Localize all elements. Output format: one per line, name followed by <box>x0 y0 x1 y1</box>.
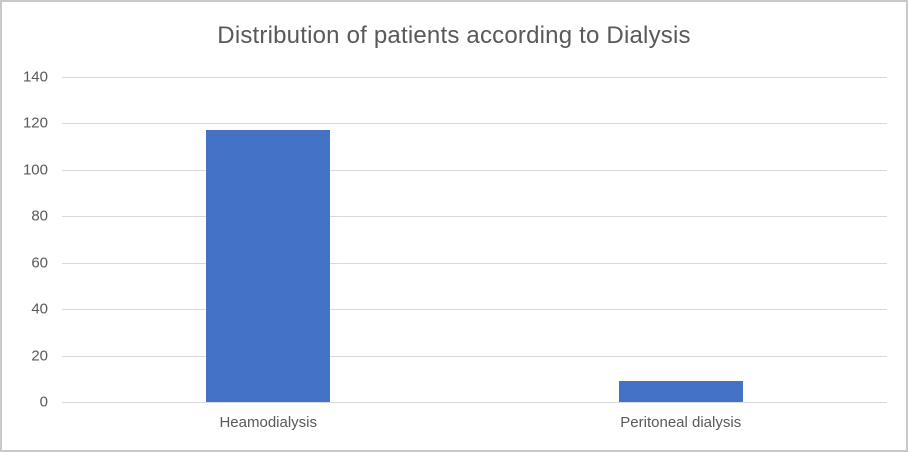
y-axis-tick-label: 140 <box>22 68 48 86</box>
x-axis: Heamodialysis Peritoneal dialysis <box>62 414 887 438</box>
gridline <box>62 216 887 218</box>
y-axis-tick-label: 40 <box>31 300 48 318</box>
y-axis-tick-label: 60 <box>31 254 48 272</box>
gridline <box>62 309 887 311</box>
gridline <box>62 169 887 171</box>
y-axis-tick-label: 80 <box>31 207 48 225</box>
y-axis-tick-label: 20 <box>31 347 48 365</box>
y-axis-tick-label: 0 <box>39 393 48 411</box>
y-axis: 0 20 40 60 80 100 120 140 <box>2 69 48 411</box>
gridline <box>62 77 887 78</box>
plot-area <box>62 77 887 403</box>
gridline <box>62 262 887 264</box>
chart-title: Distribution of patients according to Di… <box>217 22 691 49</box>
bar-peritoneal-dialysis <box>618 381 743 402</box>
gridline <box>62 355 887 357</box>
x-axis-category-label: Heamodialysis <box>219 414 318 431</box>
y-axis-tick-label: 100 <box>22 161 48 179</box>
bar-heamodialysis <box>206 130 331 402</box>
y-axis-tick-label: 120 <box>22 114 48 132</box>
x-axis-line <box>62 402 887 403</box>
x-axis-category-label: Peritoneal dialysis <box>620 414 742 431</box>
gridline <box>62 123 887 125</box>
